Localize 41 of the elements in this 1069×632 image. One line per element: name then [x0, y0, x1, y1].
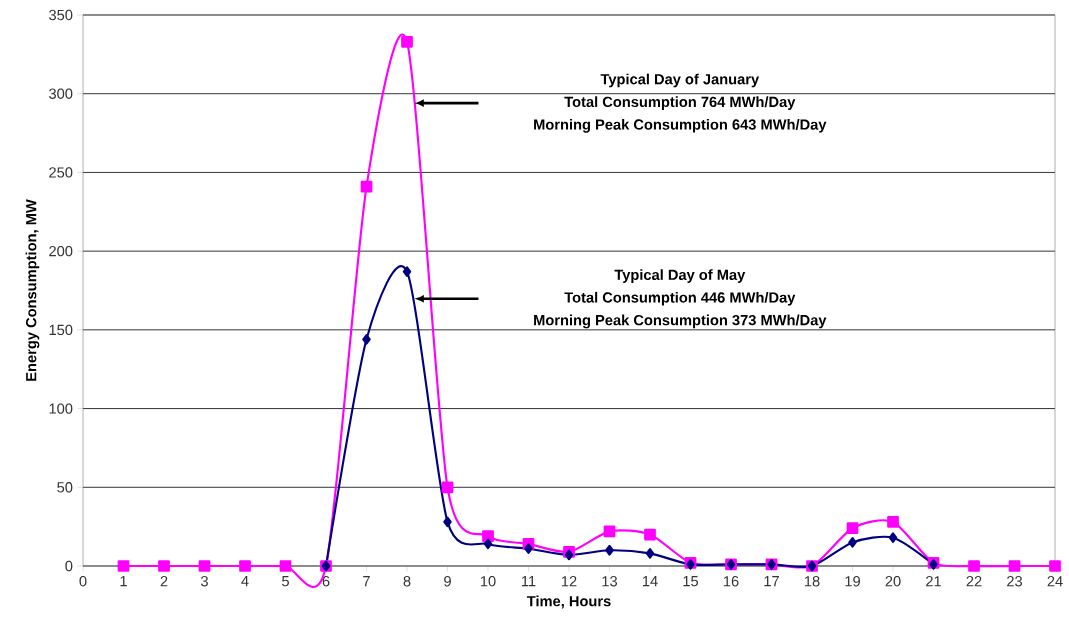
x-tick-label: 0 — [79, 576, 87, 587]
annotation: Typical Day of January — [600, 73, 760, 88]
x-tick-label: 20 — [885, 576, 901, 587]
y-tick-label: 150 — [49, 324, 73, 336]
x-tick-label: 19 — [845, 576, 860, 587]
x-tick-label: 1 — [120, 576, 127, 587]
annotation: Morning Peak Consumption 373 MWh/Day — [534, 314, 827, 329]
annotation: Total Consumption 446 MWh/Day — [564, 291, 796, 306]
x-tick-label: 9 — [444, 576, 451, 587]
y-axis-title: Energy Consumption, MW — [25, 199, 40, 381]
y-tick-label: 300 — [49, 88, 73, 99]
annotation: Typical Day of May — [614, 269, 746, 283]
annotation: Total Consumption 764 MWh/Day — [564, 96, 796, 110]
x-tick-label: 4 — [241, 576, 249, 587]
y-tick-label: 200 — [49, 245, 73, 257]
x-tick-label: 11 — [522, 576, 536, 587]
annotation: Morning Peak Consumption 643 MWh/Day — [534, 118, 827, 133]
x-tick-label: 12 — [561, 576, 577, 587]
x-tick-label: 17 — [764, 576, 779, 587]
x-tick-label: 2 — [160, 576, 168, 587]
y-tick-label: 250 — [49, 167, 73, 178]
y-tick-label: 0 — [65, 560, 73, 572]
x-axis-title: Time, Hours — [526, 595, 611, 609]
x-tick-label: 23 — [1007, 576, 1023, 587]
y-tick-label: 100 — [49, 403, 73, 414]
y-tick-label: 50 — [57, 482, 73, 493]
x-tick-label: 7 — [363, 576, 370, 587]
x-tick-label: 5 — [282, 576, 289, 587]
x-tick-label: 10 — [480, 576, 496, 587]
x-tick-label: 24 — [1047, 576, 1063, 587]
x-tick-label: 16 — [723, 576, 739, 587]
x-tick-label: 6 — [322, 576, 330, 587]
x-tick-label: 13 — [602, 576, 618, 587]
x-tick-label: 15 — [683, 576, 699, 587]
x-tick-label: 3 — [200, 576, 208, 587]
x-tick-label: 14 — [642, 576, 658, 587]
x-tick-label: 18 — [804, 576, 820, 587]
y-tick-label: 350 — [49, 9, 73, 21]
x-tick-label: 22 — [966, 576, 982, 587]
x-tick-label: 8 — [403, 576, 411, 587]
x-tick-label: 21 — [926, 576, 941, 587]
